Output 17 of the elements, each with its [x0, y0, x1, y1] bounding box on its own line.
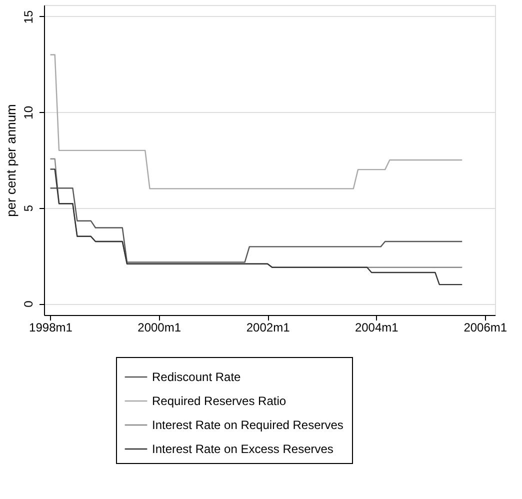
x-tick-label: 2006m1	[464, 320, 508, 334]
legend-label: Interest Rate on Required Reserves	[152, 418, 344, 432]
x-tick-label: 2002m1	[246, 320, 290, 334]
legend-label: Interest Rate on Excess Reserves	[152, 442, 334, 456]
y-tick-label: 10	[22, 106, 36, 120]
y-tick-label: 0	[22, 300, 36, 308]
y-axis-title: per cent per annum	[4, 104, 18, 217]
legend-label: Rediscount Rate	[152, 370, 242, 384]
line-series	[50, 54, 463, 190]
y-tick-label: 15	[22, 10, 36, 24]
line-series	[50, 188, 463, 263]
x-tick-label: 2000m1	[138, 320, 182, 334]
x-tick-label: 1998m1	[29, 320, 73, 334]
legend-label: Required Reserves Ratio	[152, 394, 286, 408]
x-tick-label: 2004m1	[354, 320, 399, 334]
line-series	[50, 168, 463, 286]
y-tick-label: 5	[22, 204, 36, 212]
